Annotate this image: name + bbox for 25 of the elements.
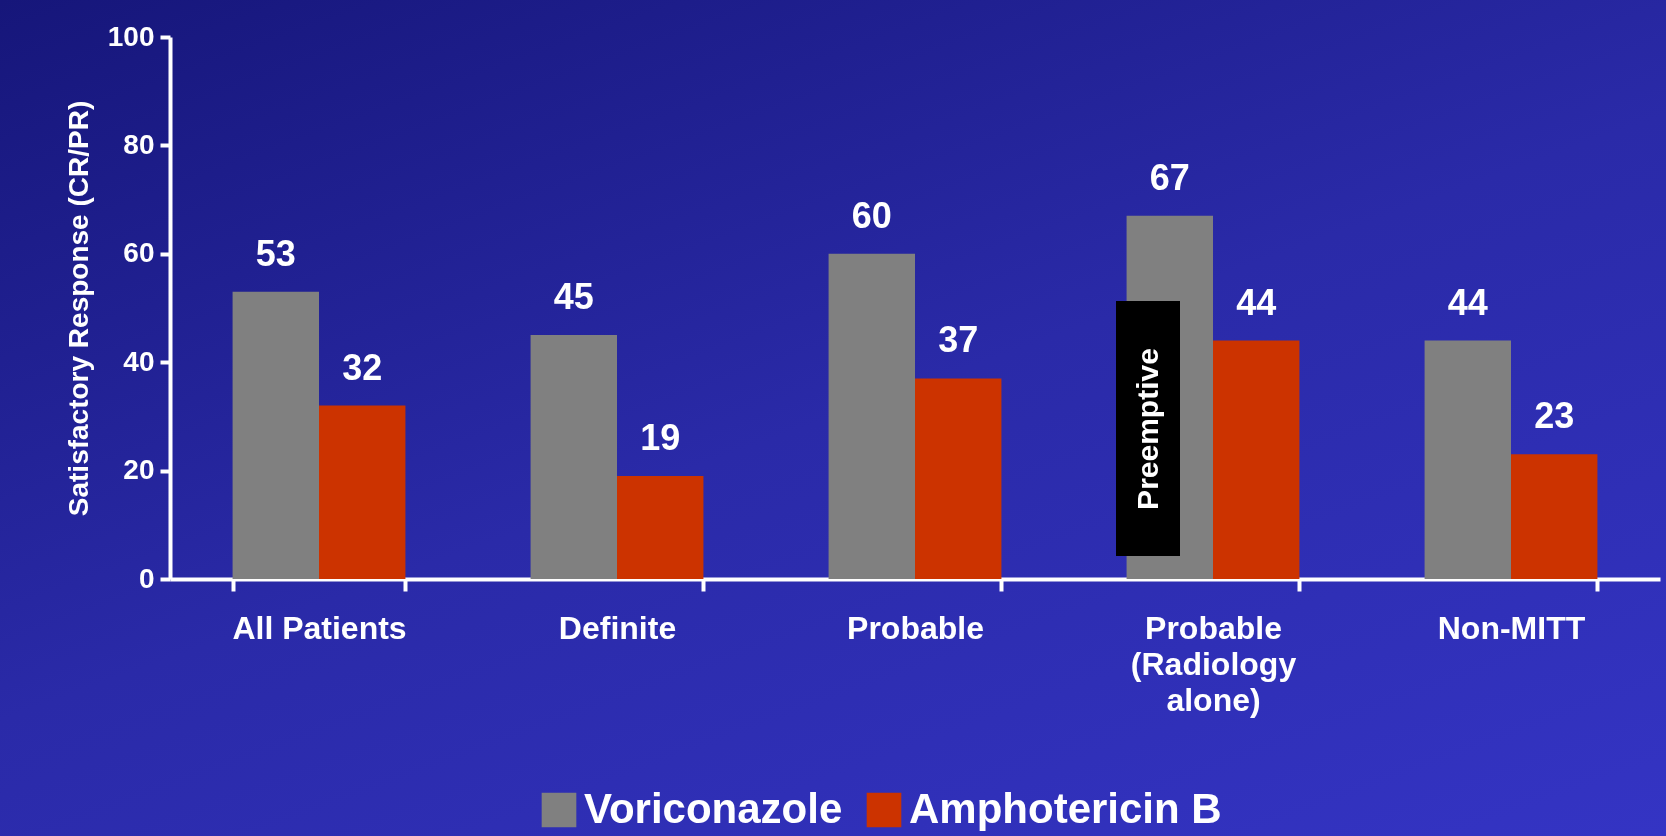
x-tick-label: Probable (Radiology alone) — [1130, 609, 1297, 718]
y-tick-label: 0 — [138, 562, 155, 594]
y-tick-label: 40 — [123, 345, 155, 377]
data-label: 37 — [938, 319, 979, 361]
legend-label: Voriconazole — [584, 785, 843, 832]
x-tick-label: Probable — [847, 609, 984, 646]
x-tick-label: All Patients — [232, 609, 407, 646]
data-label: 44 — [1447, 281, 1488, 323]
y-tick-label: 60 — [123, 237, 155, 269]
label-box: Preemptive — [1116, 301, 1180, 556]
y-tick-label: 100 — [107, 20, 155, 52]
data-label: 45 — [553, 276, 594, 318]
data-label: 44 — [1236, 281, 1277, 323]
data-label: 32 — [342, 346, 383, 388]
data-label: 19 — [640, 417, 681, 459]
x-tick-label: Definite — [558, 609, 677, 646]
y-axis-title: Satisfactory Response (CR/PR) — [62, 100, 94, 517]
annotation: Preemptive — [1131, 347, 1165, 510]
data-label: 60 — [851, 194, 892, 236]
data-label: 53 — [255, 232, 296, 274]
x-tick-label: Non-MITT — [1437, 609, 1586, 646]
data-label: 67 — [1149, 156, 1190, 198]
data-label: 23 — [1534, 395, 1575, 437]
y-tick-label: 80 — [123, 128, 155, 160]
y-tick-label: 20 — [123, 454, 155, 486]
